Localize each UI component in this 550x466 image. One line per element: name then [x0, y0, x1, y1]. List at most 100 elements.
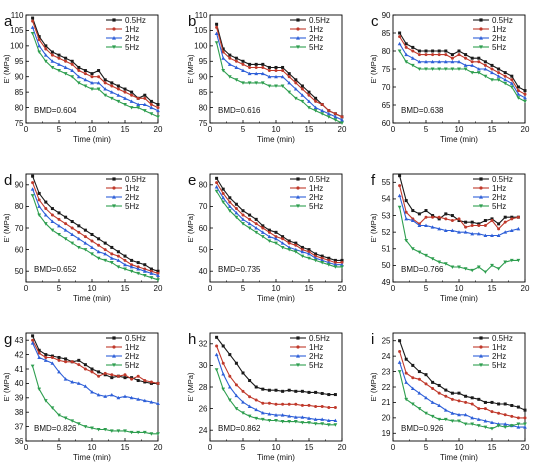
marker-triangle-up [313, 417, 318, 421]
marker-triangle-down [112, 45, 116, 49]
marker-circle [307, 403, 311, 407]
bmd-annotation: BMD=0.862 [218, 424, 261, 433]
marker-square [254, 385, 258, 389]
y-axis-label: E' (MPa) [186, 372, 195, 401]
marker-circle [457, 53, 461, 57]
y-tick-label: 50 [15, 267, 24, 276]
marker-triangle-up [247, 404, 252, 408]
marker-circle [307, 93, 311, 97]
marker-circle [261, 226, 265, 230]
y-axis-label: E' (MPa) [2, 54, 11, 83]
marker-square [398, 174, 402, 178]
marker-circle [215, 181, 219, 185]
marker-square [424, 49, 428, 53]
marker-square [156, 269, 160, 273]
marker-triangle-up [116, 395, 121, 400]
marker-square [241, 209, 245, 213]
marker-triangle-down [156, 432, 160, 436]
marker-triangle-up [254, 71, 259, 76]
x-tick-label: 20 [154, 443, 163, 452]
marker-circle [281, 402, 285, 406]
marker-square [57, 355, 61, 359]
marker-triangle-up [109, 90, 114, 94]
marker-triangle-up [293, 247, 298, 252]
y-axis-label: E' (MPa) [369, 54, 378, 83]
marker-triangle-down [397, 205, 402, 210]
marker-triangle-up [450, 59, 455, 64]
marker-circle [294, 81, 298, 85]
marker-triangle-up [490, 233, 494, 237]
series-group [214, 176, 344, 269]
marker-circle [57, 358, 61, 362]
marker-triangle-up [503, 230, 508, 234]
y-tick-label: 75 [15, 119, 24, 128]
marker-triangle-down [214, 368, 219, 372]
legend-entry: 5Hz [492, 43, 506, 52]
x-tick-label: 5 [57, 125, 62, 134]
panel-label: g [4, 331, 12, 348]
marker-triangle-up [417, 391, 422, 395]
marker-circle [215, 25, 219, 29]
marker-triangle-down [37, 387, 42, 392]
marker-triangle-up [103, 87, 108, 91]
marker-triangle-down [424, 411, 428, 416]
marker-circle [83, 235, 87, 239]
y-tick-label: 24 [199, 426, 208, 435]
marker-square [300, 389, 304, 393]
marker-square [516, 85, 520, 89]
marker-circle [300, 248, 304, 252]
marker-triangle-up [404, 216, 409, 221]
marker-triangle-down [437, 260, 442, 264]
marker-triangle-down [490, 78, 494, 82]
marker-triangle-up [129, 264, 134, 269]
marker-square [411, 209, 415, 213]
y-tick-label: 40 [199, 267, 208, 276]
marker-triangle-up [234, 210, 239, 215]
bmd-annotation: BMD=0.652 [34, 265, 77, 274]
marker-triangle-up [149, 400, 154, 404]
marker-square [457, 219, 461, 223]
marker-circle [477, 224, 481, 228]
marker-square [503, 215, 507, 219]
y-tick-label: 90 [382, 11, 391, 20]
marker-triangle-down [112, 204, 116, 208]
marker-square [287, 239, 291, 243]
x-tick-label: 5 [241, 284, 246, 293]
marker-triangle-down [483, 425, 488, 430]
chart-panel-d: 0 5 10 15 20 50 60 70 80 90 Time (min) E' (MPa) d 0.5… [2, 172, 163, 303]
marker-triangle-down [479, 45, 483, 49]
x-tick-label: 20 [338, 284, 347, 293]
legend-entry: 1Hz [125, 184, 139, 193]
y-tick-label: 70 [199, 202, 208, 211]
marker-square [70, 220, 74, 224]
marker-square [497, 67, 501, 71]
marker-triangle-down [247, 414, 252, 419]
marker-circle [90, 75, 94, 79]
legend-entry: 5Hz [309, 43, 323, 52]
marker-triangle-down [70, 419, 75, 423]
marker-circle [424, 382, 428, 386]
legend-entry: 5Hz [492, 361, 506, 370]
marker-triangle-down [463, 267, 468, 271]
marker-circle [241, 389, 245, 393]
marker-square [490, 217, 494, 221]
legend-entry: 0.5Hz [125, 16, 146, 25]
marker-triangle-up [274, 413, 278, 417]
marker-triangle-down [227, 75, 232, 79]
marker-circle [296, 345, 300, 349]
legend-entry: 2Hz [309, 193, 323, 202]
y-tick-label: 90 [15, 73, 24, 82]
marker-triangle-down [234, 215, 239, 220]
marker-circle [431, 53, 435, 57]
marker-square [431, 380, 435, 384]
marker-circle [116, 254, 120, 258]
marker-circle [417, 377, 421, 381]
marker-triangle-up [417, 223, 422, 228]
marker-square [417, 370, 421, 374]
marker-triangle-up [234, 393, 239, 398]
y-tick-label: 52 [382, 228, 391, 237]
marker-circle [31, 181, 35, 185]
